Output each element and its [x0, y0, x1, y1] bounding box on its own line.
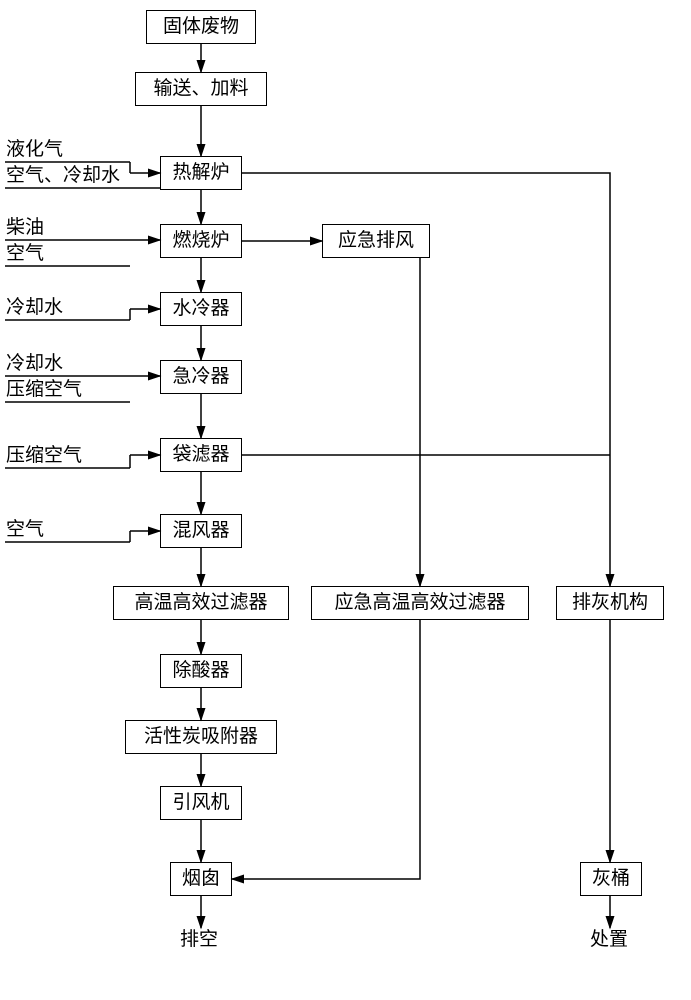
node-quench: 急冷器: [160, 360, 242, 394]
node-label: 引风机: [172, 793, 229, 814]
node-fan: 引风机: [160, 786, 242, 820]
input-label: 冷却水: [6, 298, 63, 319]
node-label: 灰桶: [592, 869, 630, 890]
node-label: 热解炉: [172, 163, 229, 184]
node-ash-discharge: 排灰机构: [556, 586, 664, 620]
node-label: 燃烧炉: [172, 231, 229, 252]
node-label: 排灰机构: [572, 593, 648, 614]
node-ash-bucket: 灰桶: [580, 862, 642, 896]
node-deacid: 除酸器: [160, 654, 242, 688]
node-label: 活性炭吸附器: [144, 727, 258, 748]
flowchart-canvas: 固体废物 输送、加料 热解炉 燃烧炉 水冷器 急冷器 袋滤器 混风器 高温高效过…: [0, 0, 691, 1000]
node-label: 应急高温高效过滤器: [334, 593, 505, 614]
node-label: 高温高效过滤器: [134, 593, 267, 614]
node-feed: 输送、加料: [135, 72, 267, 106]
node-label: 水冷器: [172, 299, 229, 320]
input-label: 空气、冷却水: [6, 166, 120, 187]
node-carbon: 活性炭吸附器: [125, 720, 277, 754]
node-hepa: 高温高效过滤器: [113, 586, 289, 620]
node-emergency-hepa: 应急高温高效过滤器: [311, 586, 529, 620]
node-label: 烟囱: [182, 869, 220, 890]
node-bag-filter: 袋滤器: [160, 438, 242, 472]
node-label: 混风器: [172, 521, 229, 542]
input-label: 压缩空气: [6, 380, 82, 401]
output-label: 处置: [590, 930, 628, 951]
node-solid-waste: 固体废物: [146, 10, 256, 44]
node-label: 除酸器: [172, 661, 229, 682]
node-emergency-exhaust: 应急排风: [322, 224, 430, 258]
node-chimney: 烟囱: [170, 862, 232, 896]
input-label: 空气: [6, 520, 44, 541]
node-label: 输送、加料: [153, 79, 248, 100]
input-label: 冷却水: [6, 354, 63, 375]
node-pyrolysis: 热解炉: [160, 156, 242, 190]
output-label: 排空: [180, 930, 218, 951]
node-label: 急冷器: [172, 367, 229, 388]
input-label: 空气: [6, 244, 44, 265]
node-combustion: 燃烧炉: [160, 224, 242, 258]
node-label: 袋滤器: [172, 445, 229, 466]
arrows-layer: [0, 0, 691, 1000]
input-label: 液化气: [6, 140, 63, 161]
input-label: 柴油: [6, 218, 44, 239]
input-label: 压缩空气: [6, 446, 82, 467]
node-mixer: 混风器: [160, 514, 242, 548]
node-label: 固体废物: [163, 17, 239, 38]
node-label: 应急排风: [338, 231, 414, 252]
node-water-cooler: 水冷器: [160, 292, 242, 326]
